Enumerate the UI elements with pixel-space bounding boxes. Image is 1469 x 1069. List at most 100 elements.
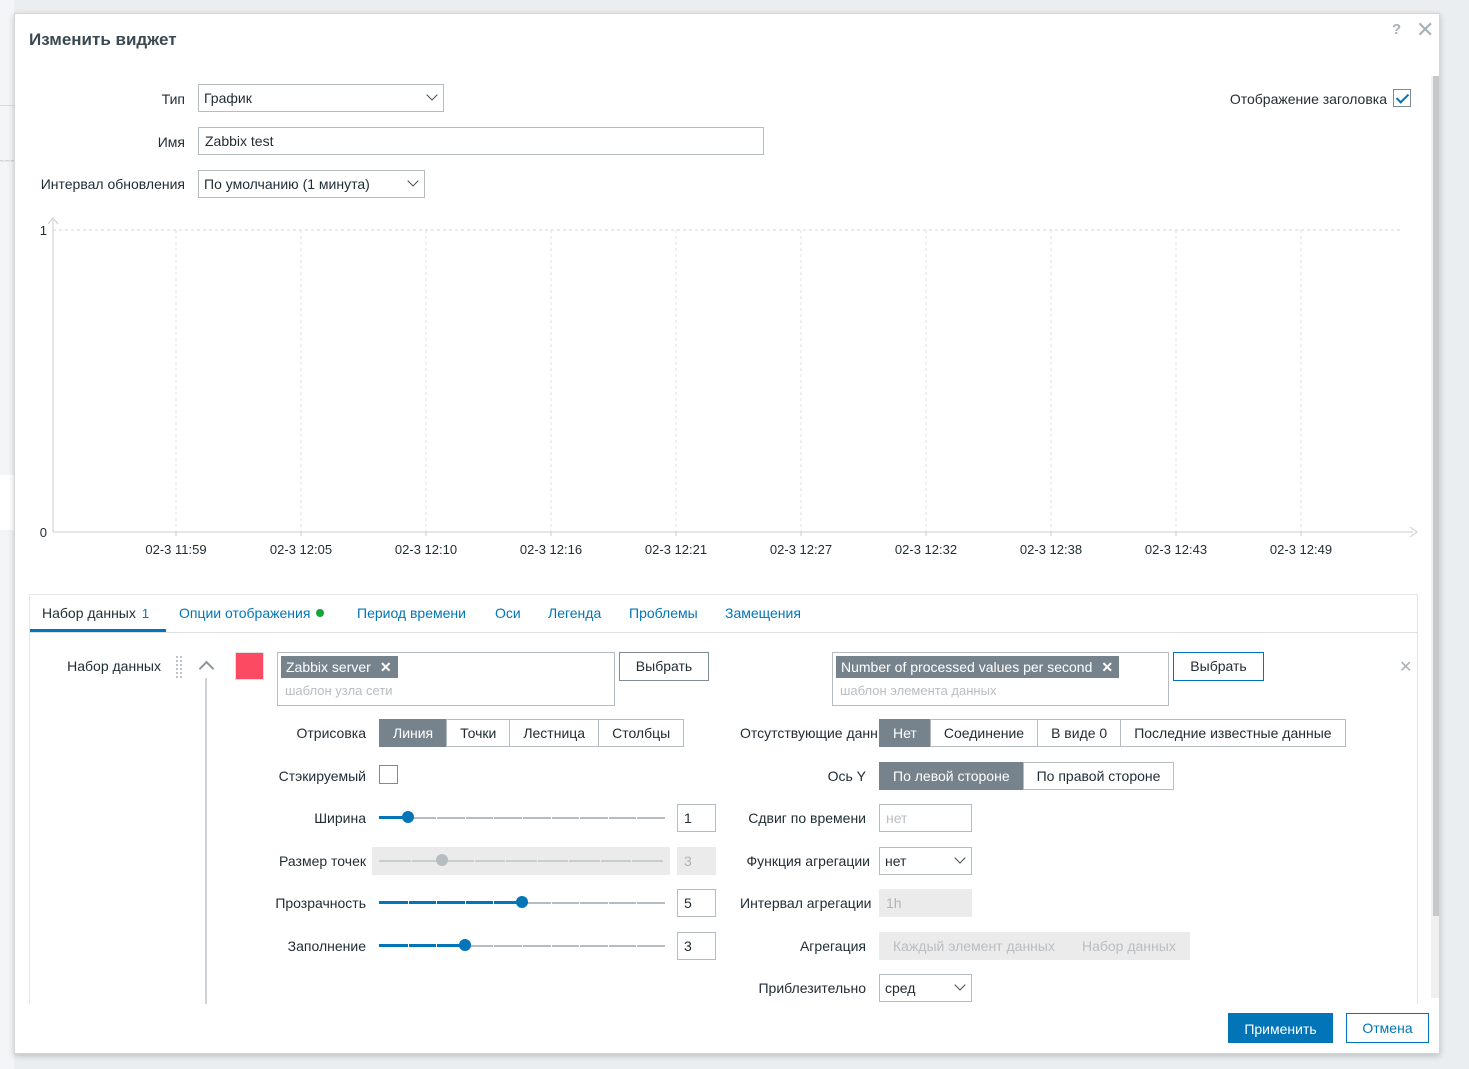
item-pattern-multiselect[interactable]: Number of processed values per second ✕ ш… (832, 652, 1169, 706)
chevron-down-icon (954, 852, 966, 864)
point-size-slider[interactable] (372, 847, 670, 875)
remove-dataset-icon[interactable]: ✕ (1399, 659, 1413, 676)
point-size-input[interactable]: 3 (677, 847, 716, 875)
tab-overrides[interactable]: Замещения (725, 605, 801, 621)
tab-display-options[interactable]: Опции отображения (179, 605, 325, 621)
cancel-button[interactable]: Отмена (1346, 1013, 1429, 1043)
draw-type-label: Отрисовка (296, 725, 366, 741)
draw-type-option[interactable]: Лестница (509, 719, 600, 747)
draw-type-option[interactable]: Линия (379, 719, 448, 747)
dialog-scrollbar[interactable] (1431, 76, 1439, 998)
slider-tick (493, 816, 495, 820)
name-input[interactable]: Zabbix test (198, 127, 764, 155)
scrollbar-thumb[interactable] (1433, 76, 1439, 916)
width-slider[interactable] (379, 804, 665, 832)
draw-type-option[interactable]: Столбцы (598, 719, 685, 747)
missing-data-option[interactable]: Последние известные данные (1120, 719, 1346, 747)
aggregation-interval-input[interactable]: 1h (879, 889, 972, 917)
apply-button[interactable]: Применить (1228, 1013, 1333, 1043)
chip-remove-icon[interactable]: ✕ (379, 659, 392, 675)
refresh-interval-value: По умолчанию (1 минута) (204, 176, 370, 192)
tab-axes[interactable]: Оси (495, 605, 521, 621)
type-select[interactable]: График (198, 84, 444, 112)
x-tick-label: 02-3 12:38 (1020, 542, 1082, 557)
fill-slider[interactable] (379, 932, 665, 960)
tab-bar: Набор данных 1 Опции отображения Период в… (30, 595, 1417, 633)
slider-handle[interactable] (458, 939, 471, 951)
x-tick-label: 02-3 12:27 (770, 542, 832, 557)
width-label: Ширина (314, 810, 366, 826)
tab-legend[interactable]: Легенда (548, 605, 602, 621)
x-tick-label: 02-3 12:49 (1270, 542, 1332, 557)
y-axis-radio: По левой стороне По правой стороне (879, 762, 1175, 790)
chip-remove-icon[interactable]: ✕ (1101, 659, 1114, 675)
tab-time-period[interactable]: Период времени (357, 605, 466, 621)
slider-tick (505, 859, 507, 863)
select-item-button[interactable]: Выбрать (1173, 652, 1264, 681)
chevron-down-icon (954, 979, 966, 991)
slider-handle[interactable] (401, 811, 414, 823)
y-tick-label: 0 (40, 525, 47, 540)
dataset-color-picker[interactable] (235, 652, 264, 680)
show-header-checkbox[interactable] (1393, 89, 1411, 107)
slider-tick (436, 944, 438, 948)
bg-divider (0, 105, 14, 106)
edit-widget-dialog: Изменить виджет ? ✕ Тип График Имя Zabbi… (14, 13, 1440, 1054)
y-axis-option[interactable]: По левой стороне (879, 762, 1024, 790)
host-pattern-multiselect[interactable]: Zabbix server ✕ шаблон узла сети (277, 652, 615, 706)
bg-divider (0, 160, 14, 162)
close-icon[interactable]: ✕ (1416, 17, 1435, 42)
slider-tick (473, 859, 475, 863)
missing-data-option[interactable]: Нет (879, 719, 931, 747)
host-pattern-placeholder: шаблон узла сети (285, 683, 393, 698)
slider-track (379, 860, 663, 862)
stacked-checkbox[interactable] (379, 765, 398, 784)
graph-preview: 02-3 11:59 02-3 12:05 02-3 12:10 02-3 12:16… (40, 217, 1418, 557)
host-chip: Zabbix server ✕ (281, 656, 398, 678)
transparency-input[interactable]: 5 (677, 889, 716, 917)
fill-input[interactable]: 3 (677, 932, 716, 960)
missing-data-radio: Нет Соединение В виде 0 Последние известные… (879, 719, 1346, 747)
missing-data-option[interactable]: В виде 0 (1037, 719, 1122, 747)
time-shift-input[interactable]: нет (879, 804, 972, 832)
slider-tick (550, 901, 552, 905)
x-tick-label: 02-3 12:21 (645, 542, 707, 557)
aggregation-function-label: Функция агрегации (746, 853, 870, 869)
drag-handle-icon[interactable] (175, 655, 183, 679)
dialog-title: Изменить виджет (29, 30, 177, 49)
aggregation-option[interactable]: Каждый элемент данных (879, 932, 1069, 960)
width-input[interactable]: 1 (677, 804, 716, 832)
slider-tick (579, 901, 581, 905)
aggregation-option[interactable]: Набор данных (1067, 932, 1190, 960)
slider-tick (599, 859, 601, 863)
select-host-button[interactable]: Выбрать (619, 652, 709, 681)
draw-type-option[interactable]: Точки (446, 719, 511, 747)
transparency-slider[interactable] (379, 889, 665, 917)
y-tick-label: 1 (40, 223, 47, 238)
help-icon[interactable]: ? (1392, 21, 1402, 38)
tab-problems[interactable]: Проблемы (629, 605, 698, 621)
missing-data-option[interactable]: Соединение (929, 719, 1039, 747)
y-axis-label: Ось Y (827, 768, 866, 784)
item-pattern-placeholder: шаблон элемента данных (840, 683, 997, 698)
name-label: Имя (157, 134, 185, 150)
approximation-value: сред (885, 980, 916, 996)
x-tick-label: 02-3 11:59 (145, 542, 206, 557)
slider-tick (407, 901, 409, 905)
slider-tick (636, 816, 638, 820)
slider-tick (493, 944, 495, 948)
type-select-value: График (204, 90, 252, 106)
refresh-interval-select[interactable]: По умолчанию (1 минута) (198, 170, 425, 198)
slider-handle[interactable] (436, 854, 449, 866)
slider-tick (607, 901, 609, 905)
y-axis-option[interactable]: По правой стороне (1022, 762, 1175, 790)
approximation-label: Приблезительно (758, 980, 866, 996)
slider-tick (636, 901, 638, 905)
slider-handle[interactable] (516, 896, 528, 908)
approximation-select[interactable]: сред (879, 974, 972, 1002)
widget-config-tabs: Набор данных 1 Опции отображения Период в… (29, 594, 1418, 1004)
fill-label: Заполнение (287, 938, 366, 954)
aggregation-function-select[interactable]: нет (879, 847, 972, 875)
refresh-interval-label: Интервал обновления (40, 176, 185, 192)
tab-dataset[interactable]: Набор данных 1 (42, 605, 150, 621)
